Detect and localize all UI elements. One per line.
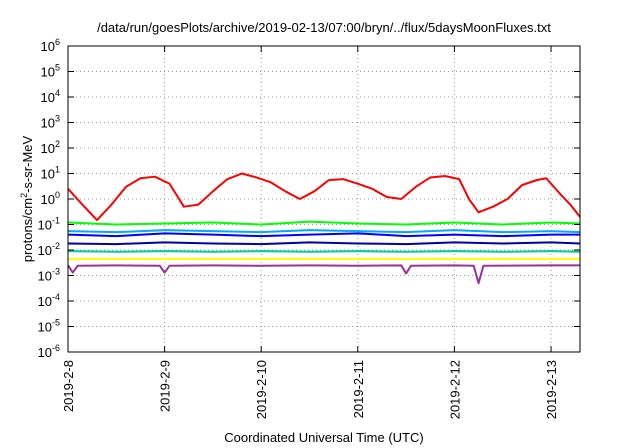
- y-tick-exponent: -5: [52, 318, 60, 328]
- series-line: [67, 229, 581, 234]
- y-tick-label: 100: [41, 190, 60, 207]
- y-tick-label: 104: [41, 88, 60, 105]
- y-tick-base: 10: [41, 167, 55, 182]
- series-line: [67, 241, 581, 246]
- x-tick-label: 2019-2-9: [158, 360, 173, 412]
- y-tick-exponent: -1: [52, 216, 60, 226]
- y-tick-base: 10: [38, 218, 52, 233]
- series-line: [67, 232, 580, 238]
- y-tick-exponent: -2: [52, 241, 60, 251]
- y-tick-label: 10-2: [38, 241, 60, 258]
- y-tick-base: 10: [41, 116, 55, 131]
- series-group: [67, 172, 581, 285]
- y-axis-label-tail: -s-sr-MeV: [20, 135, 35, 192]
- x-tick-label: 2019-2-13: [544, 360, 559, 419]
- y-tick-label: 10-4: [38, 292, 60, 309]
- y-axis: 10-610-510-410-310-210-11001011021031041…: [38, 37, 580, 360]
- y-tick-label: 10-6: [38, 343, 60, 360]
- y-tick-base: 10: [41, 90, 55, 105]
- y-tick-base: 10: [41, 39, 55, 54]
- y-tick-exponent: -6: [52, 343, 60, 353]
- y-axis-label-main: protons/cm: [20, 198, 35, 262]
- grid: [68, 46, 580, 352]
- series-line: [67, 264, 580, 285]
- y-tick-base: 10: [38, 345, 52, 360]
- y-tick-base: 10: [41, 65, 55, 80]
- x-tick-label: 2019-2-11: [351, 360, 366, 418]
- y-tick-base: 10: [38, 243, 52, 258]
- y-tick-label: 102: [41, 139, 60, 156]
- series-line: [67, 220, 581, 226]
- y-tick-exponent: 1: [55, 165, 60, 175]
- y-tick-label: 103: [41, 114, 60, 131]
- y-tick-label: 106: [41, 37, 60, 54]
- y-tick-exponent: 2: [55, 139, 60, 149]
- y-tick-exponent: 0: [55, 190, 60, 200]
- y-tick-exponent: 4: [55, 88, 60, 98]
- y-tick-exponent: 3: [55, 114, 60, 124]
- y-tick-label: 10-5: [38, 318, 60, 335]
- y-tick-base: 10: [41, 141, 55, 156]
- y-tick-label: 10-1: [38, 216, 60, 233]
- x-axis: 2019-2-8 2019-2-9 2019-2-10 2019-2-11 2019-2…: [61, 46, 559, 419]
- y-axis-label: protons/cm2-s-sr-MeV: [19, 135, 35, 262]
- x-tick-label: 2019-2-8: [61, 360, 76, 412]
- y-tick-exponent: 6: [55, 37, 60, 47]
- plot-frame: [67, 45, 581, 353]
- series-line: [67, 172, 581, 222]
- x-tick-label: 2019-2-12: [447, 360, 462, 419]
- y-tick-base: 10: [38, 320, 52, 335]
- y-tick-label: 101: [41, 165, 60, 182]
- y-tick-label: 105: [41, 63, 60, 80]
- y-tick-exponent: -3: [52, 267, 60, 277]
- y-tick-base: 10: [38, 294, 52, 309]
- x-tick-label: 2019-2-10: [254, 360, 269, 419]
- chart-title: /data/run/goesPlots/archive/2019-02-13/0…: [97, 20, 551, 35]
- x-axis-label: Coordinated Universal Time (UTC): [224, 430, 423, 445]
- y-tick-base: 10: [38, 269, 52, 284]
- y-tick-exponent: -4: [52, 292, 60, 302]
- y-tick-exponent: 5: [55, 63, 60, 73]
- y-tick-base: 10: [41, 192, 55, 207]
- y-axis-label-sup: 2: [19, 193, 29, 198]
- y-tick-label: 10-3: [38, 267, 60, 284]
- series-line: [67, 250, 581, 253]
